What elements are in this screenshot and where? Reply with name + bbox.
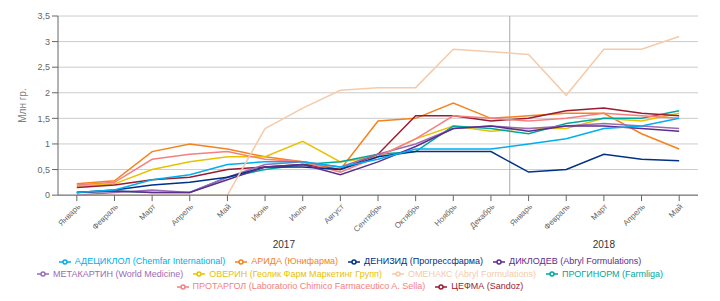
svg-text:1: 1 (45, 139, 50, 149)
svg-text:Июль: Июль (287, 202, 308, 223)
svg-text:Январь: Январь (508, 202, 534, 228)
svg-text:Апрель: Апрель (170, 202, 196, 228)
html-text:ОВЕРИН (Геолик Фарм Маркетинг: ОВЕРИН (Геолик Фарм Маркетинг Групп) (209, 268, 382, 279)
html-text:ЦЕФМА (Sandoz): ЦЕФМА (Sandoz) (451, 281, 524, 292)
html-text:АРИДА (Юнифарма): АРИДА (Юнифарма) (251, 256, 339, 267)
html-text:МЕТАКАРТИН (World Medicine): МЕТАКАРТИН (World Medicine) (52, 268, 184, 279)
svg-text:Сентябрь: Сентябрь (352, 202, 384, 234)
svg-text:Октябрь: Октябрь (393, 202, 421, 230)
svg-text:Март: Март (589, 202, 609, 222)
html-text:ПРОГИНОРМ (Farmliga): ПРОГИНОРМ (Farmliga) (562, 268, 664, 279)
html-text:ПРОТАРГОЛ (Laboratorio Chimico: ПРОТАРГОЛ (Laboratorio Chimico Farmaceut… (192, 281, 426, 292)
svg-text:Млн гр.: Млн гр. (17, 88, 28, 122)
svg-text:1,5: 1,5 (37, 114, 50, 124)
svg-text:2017: 2017 (273, 239, 296, 250)
svg-text:2: 2 (45, 88, 50, 98)
html-text:ОМЕНАКС (Abryl Formulations): ОМЕНАКС (Abryl Formulations) (407, 268, 536, 279)
svg-text:3,5: 3,5 (37, 11, 50, 21)
svg-text:Июнь: Июнь (250, 202, 271, 223)
svg-text:Январь: Январь (56, 202, 82, 228)
svg-text:Декабрь: Декабрь (468, 202, 496, 230)
svg-text:0,5: 0,5 (37, 165, 50, 175)
svg-text:Февраль: Февраль (542, 202, 571, 231)
svg-text:Ноябрь: Ноябрь (433, 202, 459, 228)
svg-text:Май: Май (215, 202, 232, 219)
svg-text:2,5: 2,5 (37, 62, 50, 72)
svg-text:Май: Май (667, 202, 684, 219)
svg-text:2018: 2018 (593, 239, 616, 250)
svg-text:3: 3 (45, 37, 50, 47)
svg-text:Апрель: Апрель (621, 202, 647, 228)
svg-text:Август: Август (322, 202, 346, 226)
html-text:ДЕНИЗИД (Прогрессфарма): ДЕНИЗИД (Прогрессфарма) (364, 256, 483, 267)
html-text:ДИКЛОДЕВ (Abryl Formulations): ДИКЛОДЕВ (Abryl Formulations) (509, 256, 642, 267)
html-text:АДЕЦИКЛОЛ (Chemfar Internation: АДЕЦИКЛОЛ (Chemfar International) (74, 256, 226, 267)
svg-text:0: 0 (45, 190, 50, 200)
svg-text:Февраль: Февраль (91, 202, 120, 231)
svg-text:Март: Март (138, 202, 158, 222)
